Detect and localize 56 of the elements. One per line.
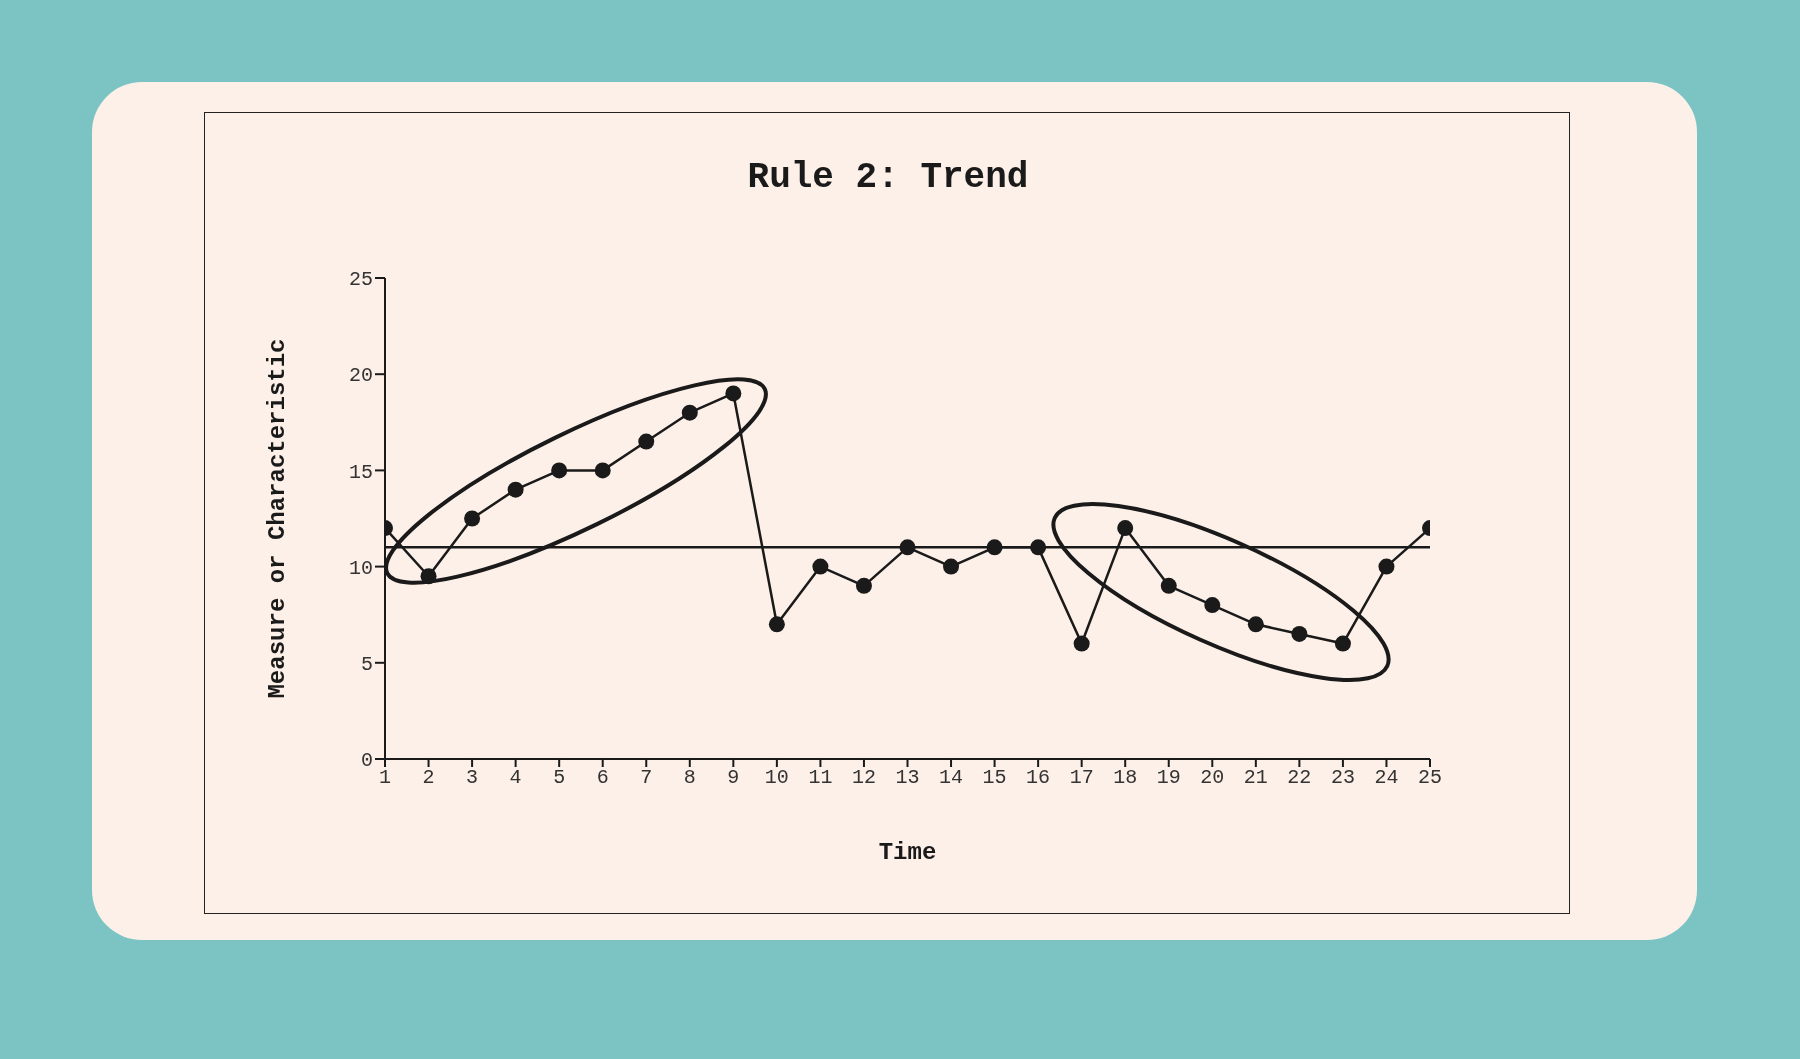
x-tick-label: 14 [939, 766, 964, 790]
y-tick-label: 15 [348, 460, 373, 484]
x-tick-label: 9 [727, 766, 740, 790]
point [812, 558, 829, 575]
point [1073, 635, 1090, 652]
point [899, 539, 916, 556]
point [1030, 539, 1047, 556]
point [725, 385, 742, 402]
x-axis-title: Time [878, 839, 937, 866]
point [768, 616, 785, 633]
x-tick-label: 3 [466, 766, 479, 790]
point [1117, 520, 1134, 537]
x-tick-label: 20 [1200, 766, 1225, 790]
point [638, 433, 655, 450]
x-tick-label: 5 [553, 766, 566, 790]
y-tick-label: 0 [360, 749, 373, 773]
x-tick-label: 4 [509, 766, 522, 790]
x-tick-label: 12 [851, 766, 876, 790]
point [681, 404, 698, 421]
x-tick-label: 8 [683, 766, 696, 790]
x-tick-label: 15 [982, 766, 1007, 790]
chart-title: Rule 2: Trend [746, 157, 1030, 198]
point [855, 577, 872, 594]
x-tick-label: 19 [1156, 766, 1181, 790]
x-tick-label: 21 [1243, 766, 1268, 790]
point [1378, 558, 1395, 575]
x-tick-label: 10 [764, 766, 789, 790]
x-tick-label: 24 [1374, 766, 1399, 790]
point [986, 539, 1003, 556]
x-tick-label: 17 [1069, 766, 1094, 790]
x-tick-label: 25 [1417, 766, 1443, 790]
y-tick-label: 5 [360, 652, 373, 676]
x-tick-label: 1 [378, 766, 392, 790]
point [551, 462, 568, 479]
x-tick-label: 2 [422, 766, 435, 790]
x-tick-label: 23 [1330, 766, 1355, 790]
x-tick-label: 18 [1113, 766, 1138, 790]
y-tick-label: 20 [348, 364, 373, 388]
x-tick-label: 6 [596, 766, 609, 790]
point [594, 462, 611, 479]
x-tick-label: 11 [808, 766, 833, 790]
point [507, 481, 524, 498]
x-tick-label: 16 [1026, 766, 1051, 790]
point [1291, 625, 1308, 642]
y-tick-label: 25 [348, 268, 373, 292]
point [1247, 616, 1264, 633]
point [464, 510, 481, 527]
y-tick-label: 10 [348, 556, 373, 580]
y-axis-title: Measure or Characteristic [263, 338, 291, 699]
x-tick-label: 22 [1287, 766, 1312, 790]
x-tick-label: 13 [895, 766, 920, 790]
point [943, 558, 960, 575]
point [1160, 577, 1177, 594]
point [1334, 635, 1351, 652]
x-tick-label: 7 [640, 766, 653, 790]
point [1204, 597, 1221, 614]
